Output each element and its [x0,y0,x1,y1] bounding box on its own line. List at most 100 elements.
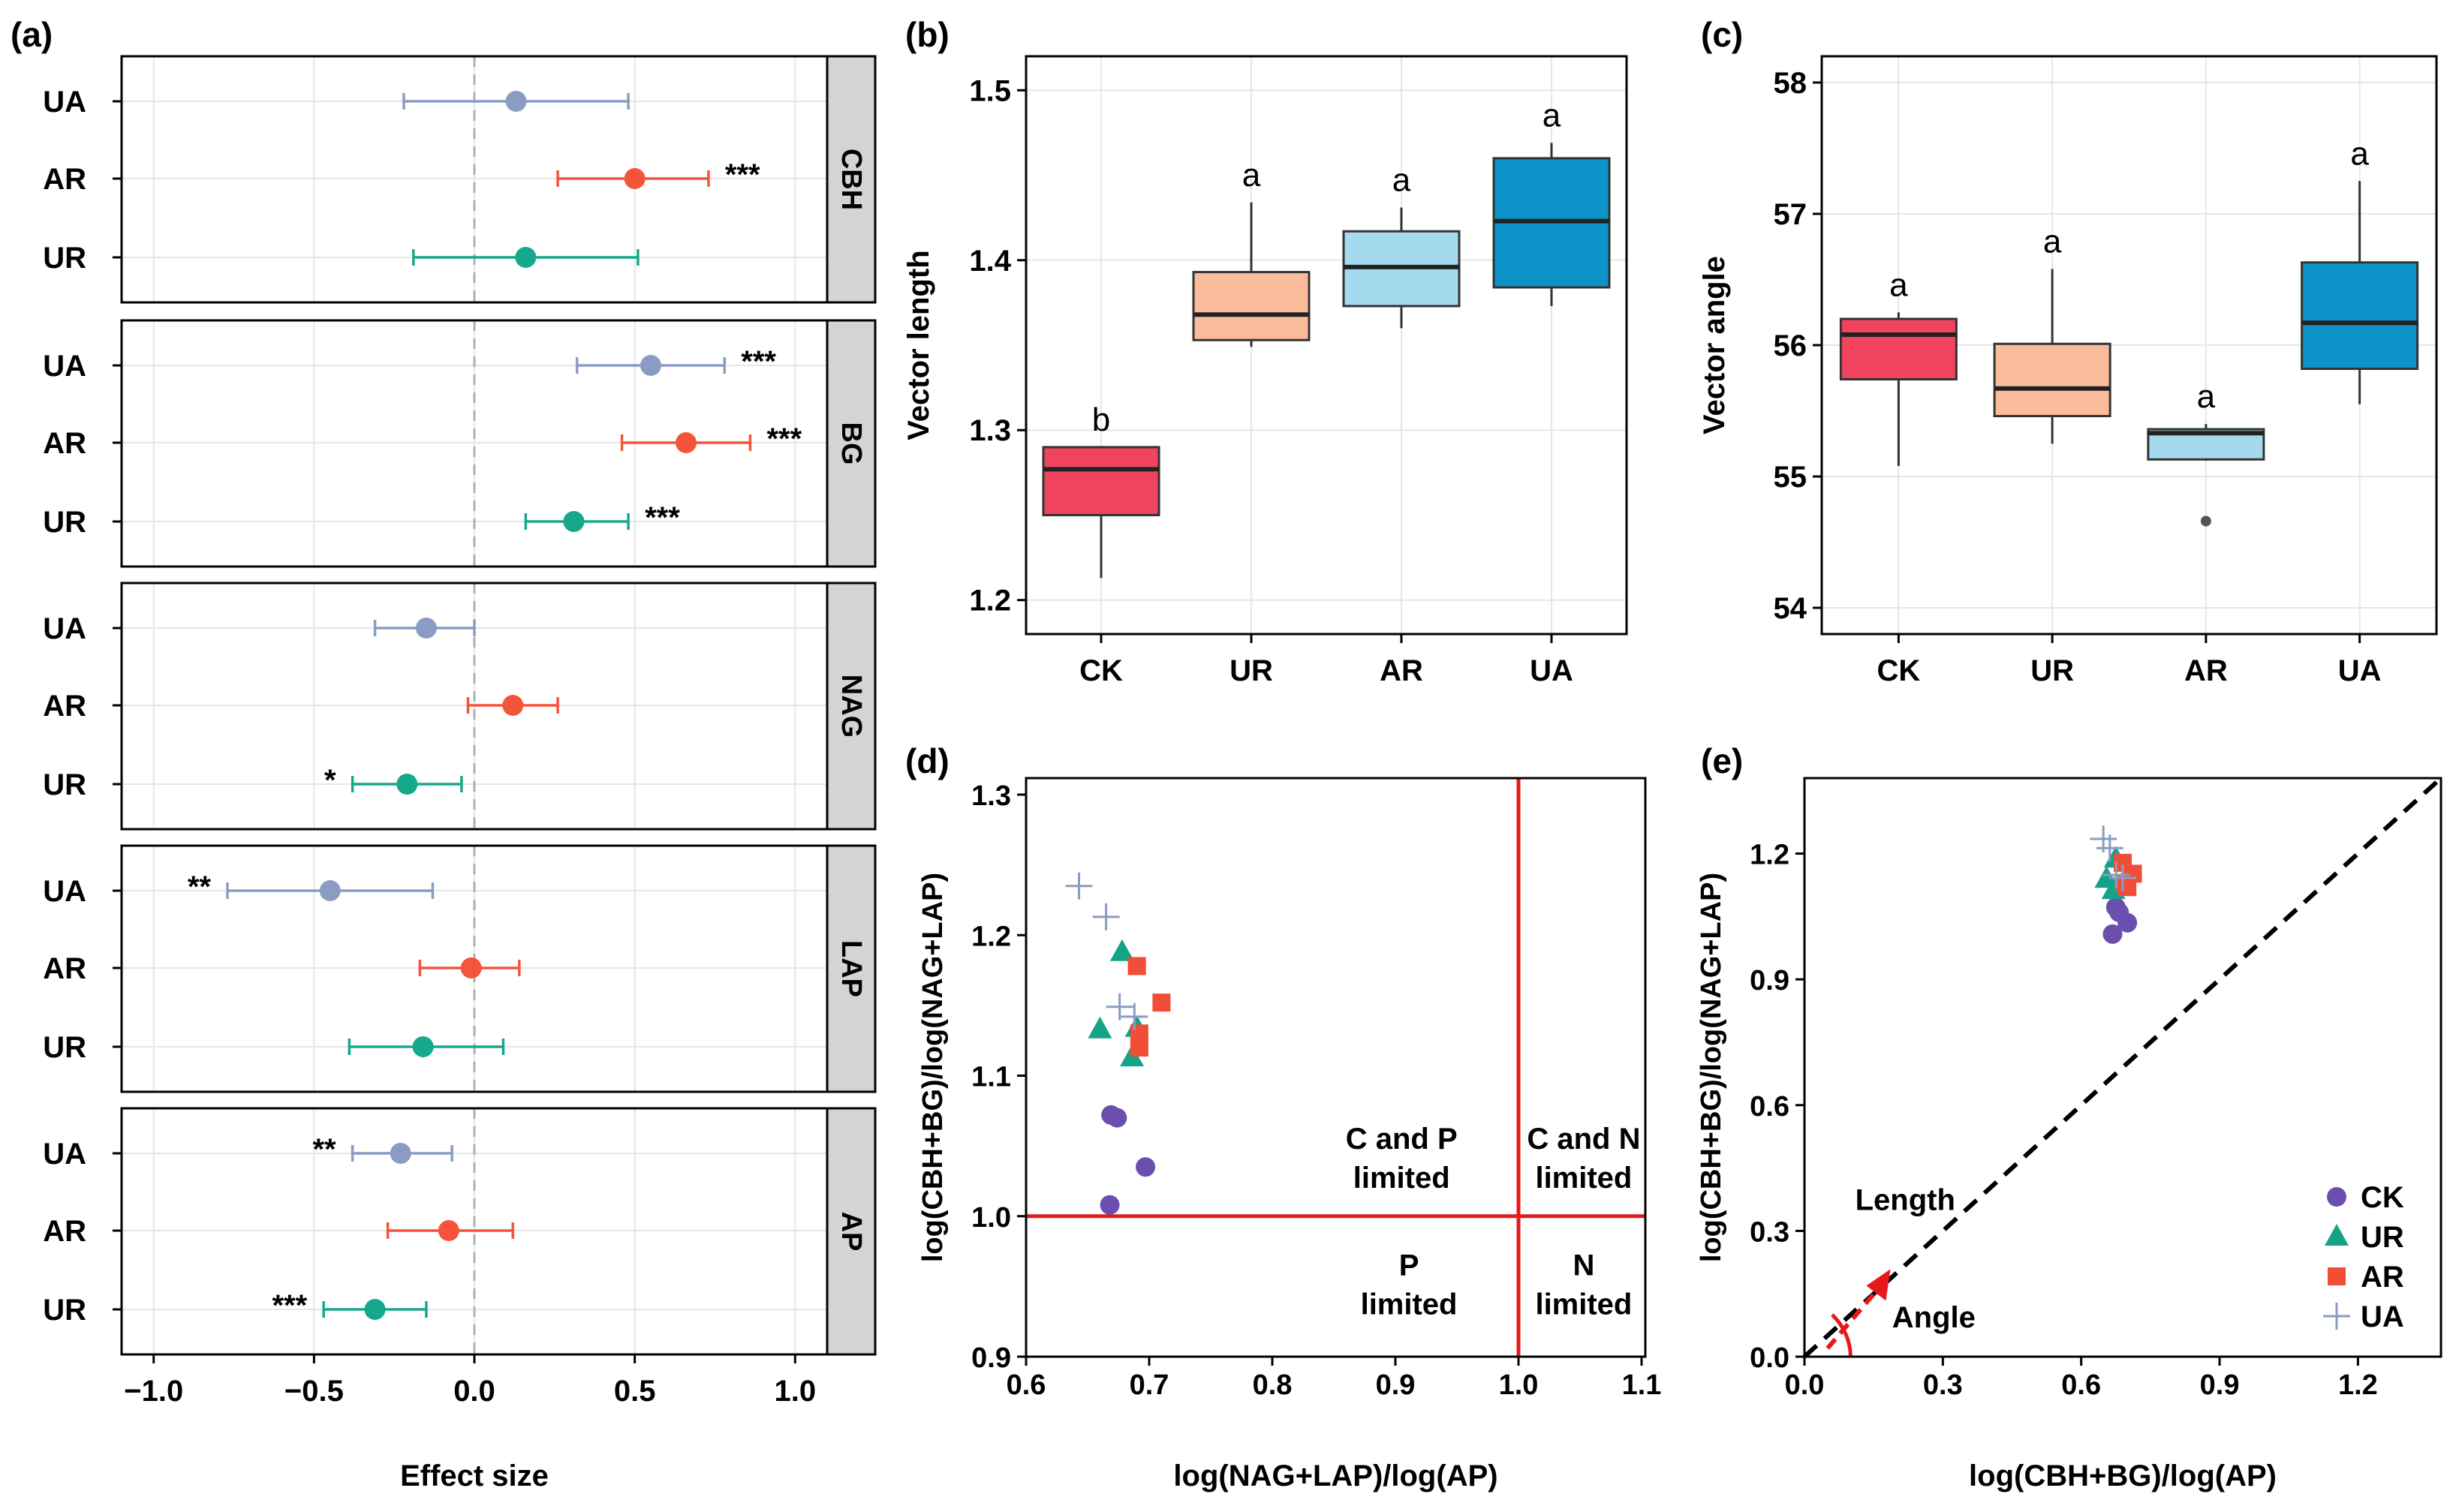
x-axis-label: log(NAG+LAP)/log(AP) [1173,1459,1497,1492]
significance-letter: a [1543,98,1561,134]
treatment-label: UA [43,875,86,908]
legend-label: UA [2361,1300,2404,1333]
x-axis-label: log(CBH+BG)/log(AP) [1969,1459,2277,1492]
x-tick-label: AR [2184,654,2228,687]
x-tick-label: 1.0 [1499,1369,1539,1401]
panel-label-b: (b) [905,15,950,54]
y-tick-label: 1.0 [971,1202,1011,1234]
x-tick-label: UA [2338,654,2382,687]
treatment-label: AR [43,427,86,460]
legend-label: AR [2361,1261,2404,1294]
effect-point [640,355,661,376]
y-tick-label: 1.2 [969,585,1011,618]
quadrant-label: C and N [1527,1123,1640,1156]
significance-letter: a [2043,224,2062,260]
facet-strip [826,844,877,1093]
x-tick-label: 0.0 [453,1375,495,1408]
panel-label-d: (d) [905,741,950,780]
treatment-label: UR [43,1031,86,1064]
x-tick-label: 0.3 [1923,1369,1963,1401]
angle-arc [1831,1313,1853,1357]
treatment-label: UR [43,242,86,275]
facet-strip [826,582,877,831]
one-to-one-line [1802,776,2443,1359]
y-tick-label: 1.3 [969,414,1011,447]
data-point-ar [1152,993,1171,1012]
plot-frame [1803,777,2442,1358]
significance-label: *** [766,422,802,455]
legend-key-ua [2323,1303,2350,1330]
chart-c-vector-angle: a CK a UR a AR a UA 54 55 56 57 58 Vector angle [1698,55,2438,687]
effect-point [438,1220,459,1241]
y-tick-label: 57 [1774,198,1807,231]
treatment-label: AR [43,1215,86,1248]
y-tick-label: 0.9 [1750,965,1789,996]
y-tick-label: 1.1 [971,1062,1011,1093]
facet-label: CBH [835,149,867,210]
x-tick-label: 0.6 [2061,1369,2101,1401]
quadrant-label: limited [1535,1162,1632,1195]
box [1042,446,1160,516]
treatment-label: AR [43,690,86,723]
significance-letter: a [1242,157,1261,194]
data-point-ck [1107,1108,1127,1128]
treatment-label: AR [43,163,86,196]
box [1993,342,2111,417]
y-tick-label: 1.2 [1750,840,1789,871]
y-tick-label: 0.0 [1750,1342,1789,1374]
y-tick-label: 0.6 [1750,1091,1789,1123]
x-tick-label: −0.5 [284,1375,344,1408]
facet-strip [826,1107,877,1356]
y-axis-label: Vector angle [1698,256,1731,434]
significance-letter: a [2197,378,2216,415]
y-tick-label: 1.4 [969,245,1011,278]
y-tick-label: 54 [1774,592,1807,625]
significance-letter: b [1092,401,1110,438]
y-tick-label: 1.5 [969,74,1011,107]
effect-point [502,695,524,716]
treatment-label: AR [43,952,86,985]
y-tick-label: 58 [1774,67,1807,100]
significance-letter: a [1889,266,1908,303]
effect-point [396,774,418,795]
length-arrowhead [1866,1269,1891,1301]
facet-label: BG [835,422,867,465]
treatment-label: UA [43,1138,86,1171]
y-axis-label: log(CBH+BG)/log(NAG+LAP) [1696,873,1727,1262]
x-tick-label: 1.0 [774,1375,816,1408]
significance-label: *** [645,501,680,534]
legend-key-ar [2328,1267,2346,1285]
effect-point [412,1036,434,1057]
box [1192,271,1311,341]
data-point-ar [1127,957,1146,975]
plot-frame [1820,55,2438,636]
effect-point [319,880,341,901]
x-tick-label: UA [1530,654,1573,687]
legend-label: CK [2361,1181,2404,1214]
x-tick-label: 0.0 [1785,1369,1825,1401]
effect-point [415,618,437,639]
data-point-ur [1109,939,1134,961]
effect-point [364,1299,386,1320]
facet-label: LAP [835,940,867,997]
y-axis-label: log(CBH+BG)/log(NAG+LAP) [917,873,949,1262]
data-point-ck [1136,1157,1156,1177]
legend-key-ck [2327,1187,2346,1207]
y-tick-label: 0.3 [1750,1216,1789,1248]
data-point-ck [1100,1195,1120,1215]
treatment-label: UR [43,768,86,801]
x-axis-label: Effect size [400,1459,549,1492]
plot-frame [1025,777,1647,1358]
facet-label: NAG [835,675,867,738]
x-tick-label: CK [1877,654,1920,687]
panel-label-c: (c) [1701,15,1743,54]
data-point-ua [2096,834,2123,862]
quadrant-label: C and P [1346,1123,1458,1156]
y-tick-label: 0.9 [971,1342,1011,1374]
significance-letter: a [2350,135,2369,172]
significance-letter: a [1392,162,1411,199]
outlier-point [2200,516,2211,527]
x-tick-label: UR [1230,654,1273,687]
treatment-label: UR [43,506,86,539]
